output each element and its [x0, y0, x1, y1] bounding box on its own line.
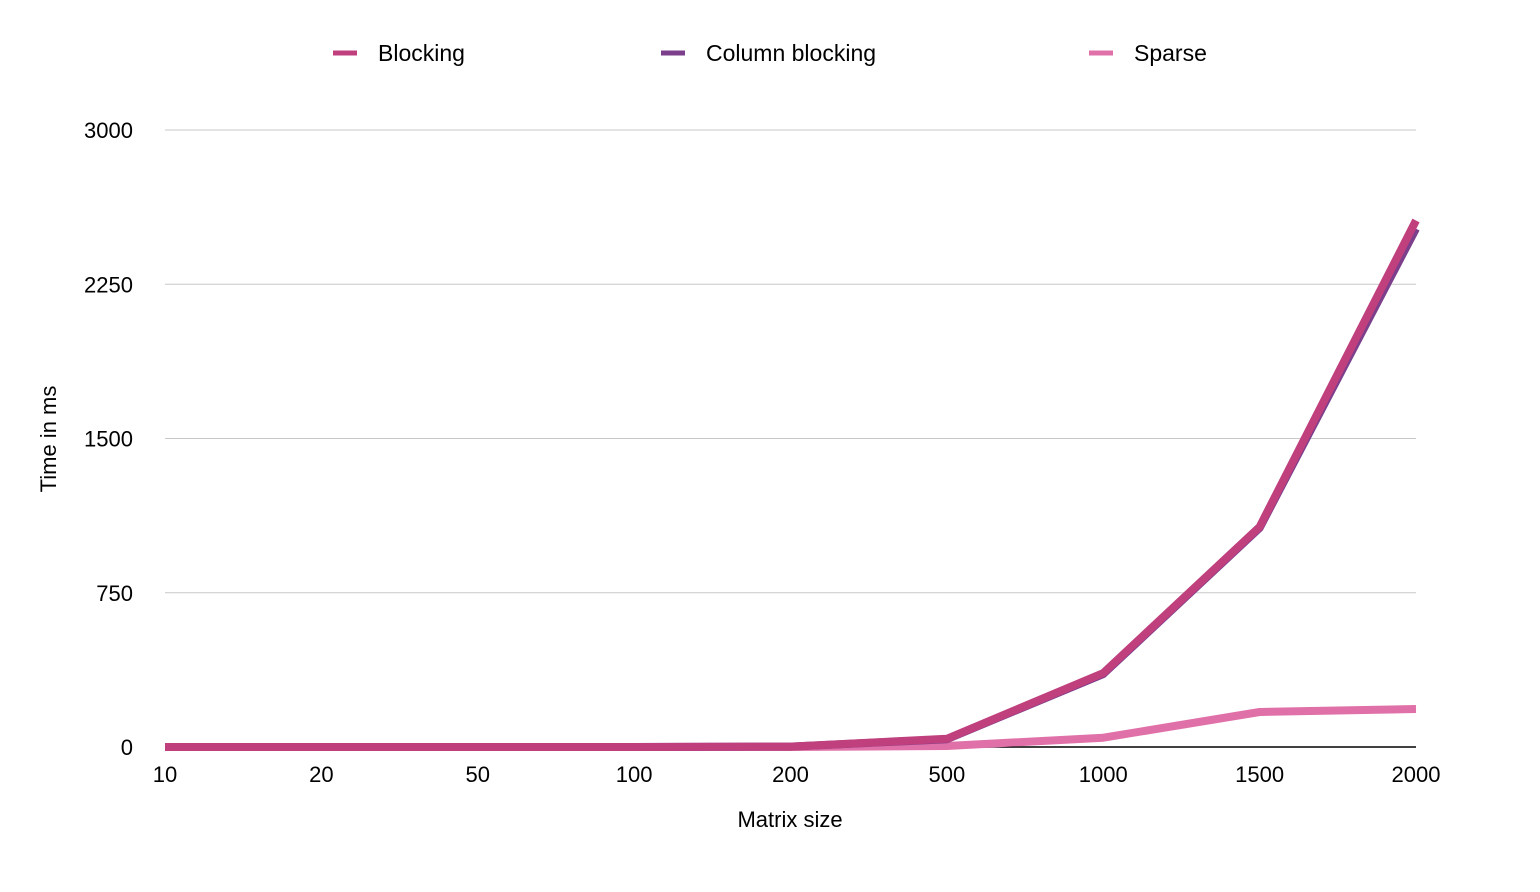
x-tick-label: 2000 [1392, 762, 1441, 787]
legend-label: Blocking [378, 40, 465, 66]
x-tick-label: 1000 [1079, 762, 1128, 787]
series-line-blocking [165, 218, 1420, 751]
y-tick-label: 750 [96, 581, 133, 606]
x-tick-label: 20 [309, 762, 333, 787]
series-lines [165, 218, 1420, 751]
x-axis-title: Matrix size [737, 807, 842, 832]
legend: Blocking Column blocking Sparse [333, 40, 1207, 66]
legend-item-sparse: Sparse [1089, 40, 1207, 66]
x-axis-ticks: 10 20 50 100 200 500 1000 1500 2000 [153, 762, 1441, 787]
legend-label: Sparse [1134, 40, 1207, 66]
series-line-column-blocking [165, 226, 1420, 751]
x-tick-label: 500 [929, 762, 966, 787]
x-tick-label: 100 [616, 762, 653, 787]
legend-item-column-blocking: Column blocking [661, 40, 876, 66]
x-tick-label: 200 [772, 762, 809, 787]
y-tick-label: 1500 [84, 427, 133, 452]
legend-item-blocking: Blocking [333, 40, 465, 66]
gridlines [165, 129, 1416, 594]
y-tick-label: 3000 [84, 118, 133, 143]
y-axis-ticks: 0 750 1500 2250 3000 [84, 118, 133, 760]
y-axis-title: Time in ms [36, 386, 61, 493]
y-tick-label: 0 [121, 735, 133, 760]
x-tick-label: 50 [466, 762, 490, 787]
series-line-sparse [165, 705, 1417, 751]
x-tick-label: 10 [153, 762, 177, 787]
x-tick-label: 1500 [1235, 762, 1284, 787]
legend-label: Column blocking [706, 40, 876, 66]
y-tick-label: 2250 [84, 272, 133, 297]
